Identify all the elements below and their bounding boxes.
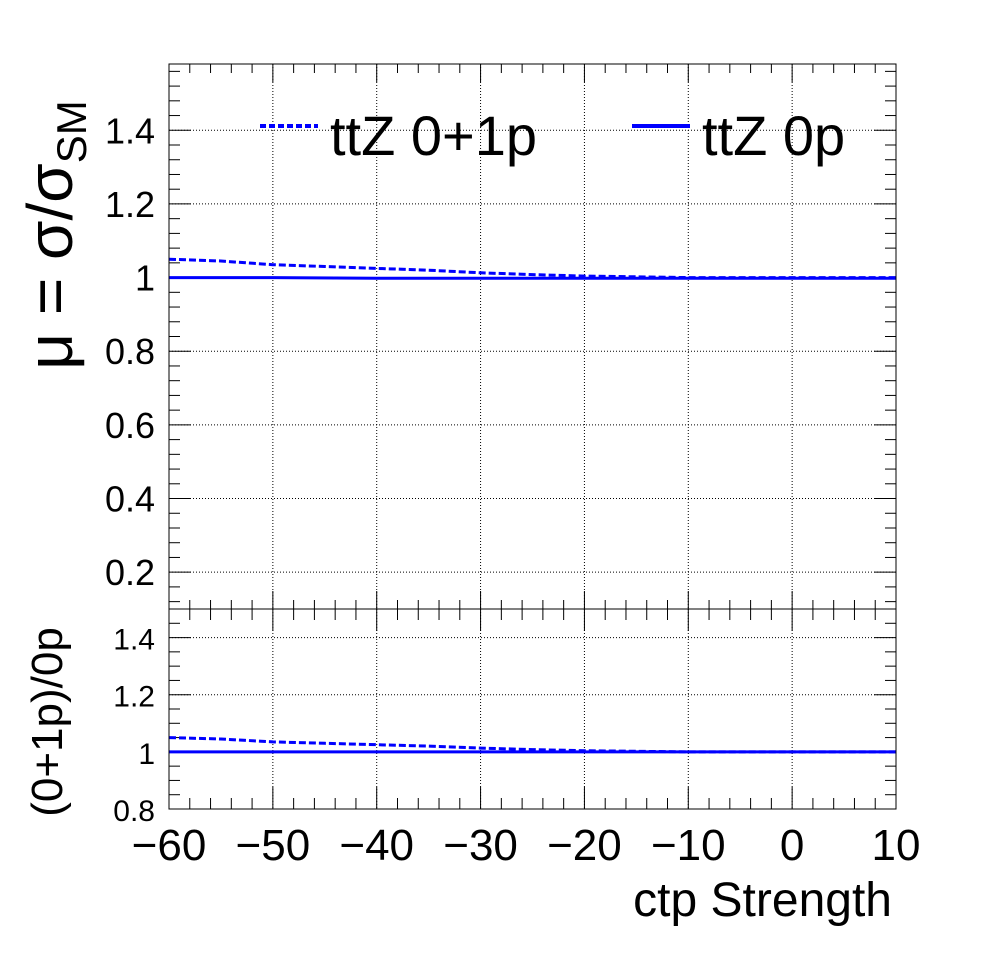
main-y-axis-label: μ = σ/σSM bbox=[14, 100, 95, 370]
x-tick-label: −40 bbox=[339, 821, 414, 870]
main-y-axis-label-main: μ = σ/σ bbox=[14, 163, 86, 370]
main-y-tick-label: 0.8 bbox=[105, 331, 155, 372]
x-tick-label: −20 bbox=[547, 821, 622, 870]
x-tick-label: −50 bbox=[236, 821, 311, 870]
main-y-tick-label: 0.6 bbox=[105, 405, 155, 446]
legend-label: ttZ 0p bbox=[702, 104, 845, 167]
main-y-tick-label: 1.2 bbox=[105, 184, 155, 225]
main-y-axis-label-subscript: SM bbox=[48, 100, 95, 163]
main-series bbox=[168, 257, 896, 280]
x-tick-label: −30 bbox=[443, 821, 518, 870]
x-tick-label: 10 bbox=[872, 821, 921, 870]
x-tick-label: −60 bbox=[132, 821, 207, 870]
ratio-y-tick-labels: 0.8 1 1.2 1.4 bbox=[113, 624, 155, 828]
x-tick-labels: −60 −50 −40 −30 −20 −10 0 10 bbox=[132, 821, 921, 870]
legend-label: ttZ 0+1p bbox=[330, 104, 537, 167]
ratio-frame bbox=[168, 608, 897, 810]
x-axis-label: ctp Strength bbox=[633, 874, 892, 927]
main-ticks bbox=[168, 64, 897, 609]
legend: ttZ 0+1p ttZ 0p bbox=[260, 104, 845, 167]
ratio-series bbox=[168, 736, 896, 754]
x-tick-label: 0 bbox=[780, 821, 804, 870]
main-y-tick-label: 0.2 bbox=[105, 552, 155, 593]
ratio-y-tick-label: 0.8 bbox=[113, 795, 155, 828]
ratio-y-tick-label: 1 bbox=[138, 738, 155, 771]
main-series-ttz-0p bbox=[169, 276, 896, 280]
ratio-y-tick-label: 1.2 bbox=[113, 681, 155, 714]
main-y-tick-label: 1 bbox=[135, 258, 155, 299]
ratio-y-axis-label: (0+1p)/0p bbox=[23, 627, 72, 817]
x-tick-label: −10 bbox=[651, 821, 726, 870]
ratio-y-tick-label: 1.4 bbox=[113, 624, 155, 657]
main-y-tick-labels: 0.2 0.4 0.6 0.8 1 1.2 1.4 bbox=[105, 110, 155, 593]
main-panel: 0.20.40.60.811.21.4 μ = σ/σSM ttZ 0+1p tt… bbox=[14, 63, 897, 610]
main-y-tick-label: 0.4 bbox=[105, 479, 155, 520]
main-y-tick-label: 1.4 bbox=[105, 110, 155, 151]
ratio-panel: 0.8 1 1.2 1.4 −60 −50 −40 −30 −20 −10 0 10 (0+1p)/… bbox=[23, 608, 921, 927]
